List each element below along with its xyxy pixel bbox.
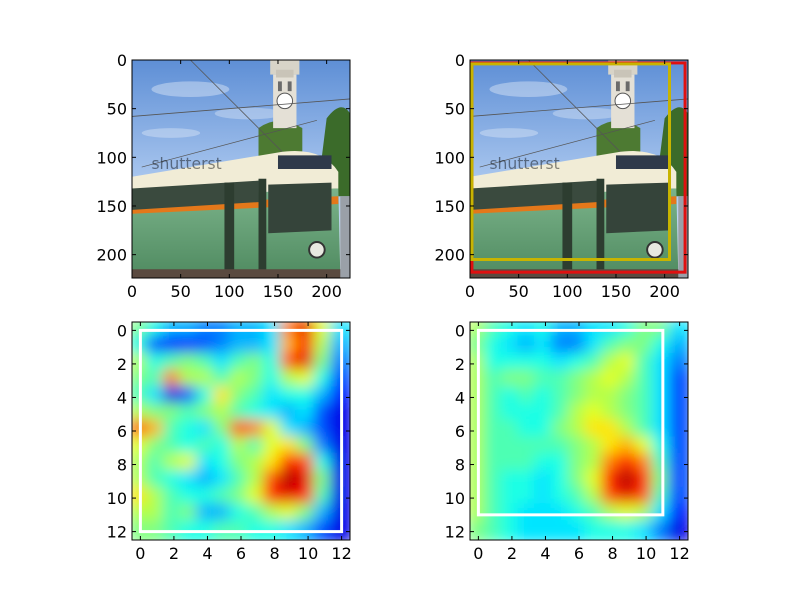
x-tick-label: 10 xyxy=(298,544,318,563)
x-tick-label: 4 xyxy=(202,544,212,563)
heatmap-content xyxy=(470,322,688,540)
bounding-box xyxy=(470,62,672,262)
x-tick-label: 2 xyxy=(507,544,517,563)
x-tick-label: 150 xyxy=(601,282,632,301)
y-tick-label: 0 xyxy=(117,51,127,70)
y-tick-label: 2 xyxy=(117,355,127,374)
heatmap-cells xyxy=(132,322,350,540)
heatmap-cells xyxy=(470,322,688,540)
y-tick-label: 50 xyxy=(445,100,465,119)
y-tick-label: 4 xyxy=(455,388,465,407)
x-tick-label: 150 xyxy=(263,282,294,301)
y-tick-label: 100 xyxy=(434,148,465,167)
y-tick-label: 8 xyxy=(117,456,127,475)
y-tick-label: 200 xyxy=(434,246,465,265)
panel-bottom-left: 0 2 4 6 8 10 12 0 2 4 6 8 10 12 xyxy=(107,321,352,563)
bounding-box xyxy=(138,328,344,534)
y-tick-label: 100 xyxy=(96,148,127,167)
tram-photo xyxy=(132,60,350,278)
x-tick-label: 200 xyxy=(311,282,342,301)
y-tick-label: 10 xyxy=(107,489,127,508)
x-tick-label: 0 xyxy=(127,282,137,301)
y-tick-label: 6 xyxy=(117,422,127,441)
y-tick-label: 150 xyxy=(96,197,127,216)
y-tick-label: 0 xyxy=(455,51,465,70)
x-tick-label: 12 xyxy=(331,544,351,563)
heatmap-content xyxy=(132,322,350,540)
y-tick-label: 0 xyxy=(117,321,127,340)
x-tick-label: 2 xyxy=(169,544,179,563)
y-tick-label: 200 xyxy=(96,246,127,265)
y-tick-label: 0 xyxy=(455,321,465,340)
image-content xyxy=(470,60,688,278)
x-tick-label: 0 xyxy=(135,544,145,563)
panel-bottom-right: 0 2 4 6 8 10 12 0 2 4 6 8 10 12 xyxy=(445,321,690,563)
x-tick-label: 6 xyxy=(236,544,246,563)
x-tick-label: 200 xyxy=(649,282,680,301)
tram-photo xyxy=(470,60,688,278)
y-tick-label: 4 xyxy=(117,388,127,407)
image-content xyxy=(132,60,350,278)
y-tick-label: 2 xyxy=(455,355,465,374)
x-tick-label: 4 xyxy=(540,544,550,563)
y-tick-label: 8 xyxy=(455,456,465,475)
y-tick-label: 6 xyxy=(455,422,465,441)
bounding-box xyxy=(476,328,665,517)
x-tick-label: 6 xyxy=(574,544,584,563)
y-tick-label: 10 xyxy=(445,489,465,508)
x-tick-label: 0 xyxy=(473,544,483,563)
y-tick-label: 50 xyxy=(107,100,127,119)
x-tick-label: 100 xyxy=(214,282,245,301)
x-tick-label: 100 xyxy=(552,282,583,301)
y-tick-label: 12 xyxy=(445,523,465,542)
heatmap-cell xyxy=(668,520,688,540)
x-tick-label: 12 xyxy=(669,544,689,563)
x-tick-label: 0 xyxy=(465,282,475,301)
y-tick-label: 150 xyxy=(434,197,465,216)
x-tick-label: 8 xyxy=(607,544,617,563)
y-tick-label: 12 xyxy=(107,523,127,542)
axes-frame xyxy=(131,59,351,279)
x-tick-label: 50 xyxy=(508,282,528,301)
x-tick-label: 10 xyxy=(636,544,656,563)
x-tick-label: 50 xyxy=(170,282,190,301)
x-tick-label: 8 xyxy=(269,544,279,563)
axes-frame xyxy=(469,59,689,279)
